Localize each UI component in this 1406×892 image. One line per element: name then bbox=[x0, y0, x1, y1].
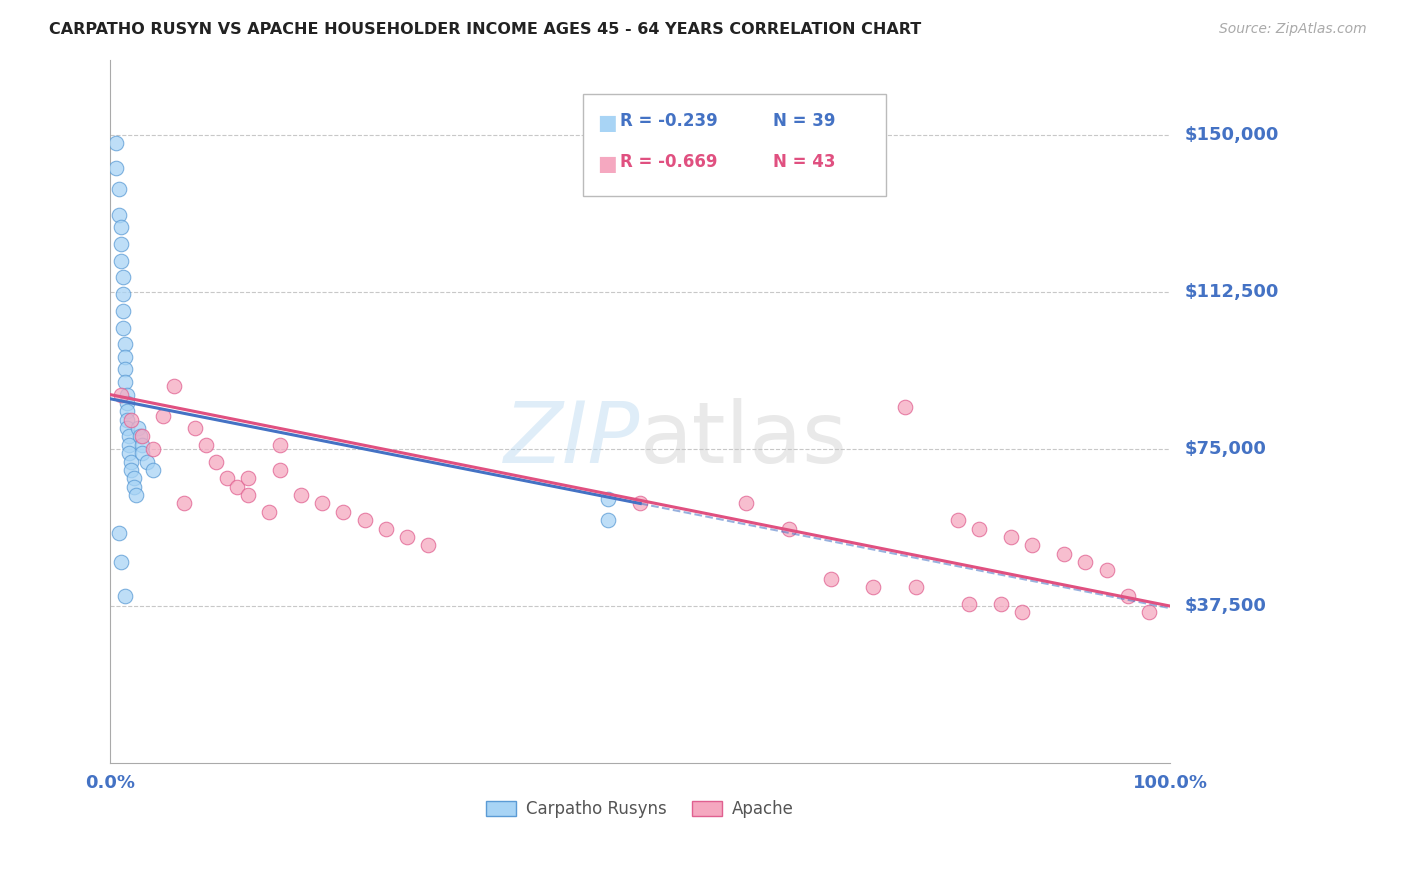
Point bbox=[1053, 547, 1076, 561]
Point bbox=[114, 362, 136, 376]
Text: ■: ■ bbox=[598, 154, 617, 174]
Point bbox=[107, 208, 129, 222]
Text: $75,000: $75,000 bbox=[1184, 440, 1265, 458]
Point bbox=[142, 463, 165, 477]
Point bbox=[110, 236, 132, 251]
Point bbox=[194, 438, 217, 452]
Point bbox=[117, 396, 139, 410]
Point bbox=[122, 471, 145, 485]
Point bbox=[1137, 606, 1160, 620]
Point bbox=[117, 421, 139, 435]
Point bbox=[1011, 606, 1033, 620]
Point bbox=[118, 446, 141, 460]
Point bbox=[418, 538, 440, 552]
Point bbox=[173, 496, 195, 510]
Point bbox=[290, 488, 312, 502]
Point bbox=[236, 471, 259, 485]
Point bbox=[163, 379, 186, 393]
Point bbox=[118, 438, 141, 452]
Text: atlas: atlas bbox=[640, 398, 848, 481]
Point bbox=[374, 522, 396, 536]
Point bbox=[598, 492, 620, 507]
Point bbox=[111, 270, 134, 285]
Point bbox=[110, 387, 132, 401]
Point bbox=[152, 409, 174, 423]
Text: $112,500: $112,500 bbox=[1184, 283, 1278, 301]
Point bbox=[114, 589, 136, 603]
Point bbox=[269, 438, 291, 452]
Text: ZIP: ZIP bbox=[503, 398, 640, 481]
Text: Source: ZipAtlas.com: Source: ZipAtlas.com bbox=[1219, 22, 1367, 37]
Point bbox=[396, 530, 419, 544]
Point bbox=[904, 580, 927, 594]
Point bbox=[862, 580, 884, 594]
Point bbox=[104, 136, 127, 151]
Point bbox=[894, 400, 917, 414]
Point bbox=[628, 496, 651, 510]
Point bbox=[332, 505, 354, 519]
Point bbox=[117, 413, 139, 427]
Point bbox=[104, 161, 127, 176]
Point bbox=[598, 513, 620, 527]
Point bbox=[1021, 538, 1043, 552]
Point bbox=[215, 471, 238, 485]
Point bbox=[184, 421, 207, 435]
Point bbox=[110, 253, 132, 268]
Point bbox=[107, 182, 129, 196]
Point bbox=[236, 488, 259, 502]
Point bbox=[948, 513, 970, 527]
Legend: Carpatho Rusyns, Apache: Carpatho Rusyns, Apache bbox=[479, 794, 801, 825]
Point bbox=[131, 438, 153, 452]
Point bbox=[110, 220, 132, 235]
Point bbox=[226, 480, 249, 494]
Point bbox=[121, 463, 143, 477]
Point bbox=[142, 442, 165, 456]
Point bbox=[1074, 555, 1097, 569]
Point bbox=[969, 522, 991, 536]
Point bbox=[111, 320, 134, 334]
Point bbox=[136, 455, 159, 469]
Point bbox=[117, 404, 139, 418]
Point bbox=[990, 597, 1012, 611]
Point bbox=[131, 429, 153, 443]
Point bbox=[311, 496, 333, 510]
Point bbox=[735, 496, 758, 510]
Point bbox=[259, 505, 281, 519]
Point bbox=[110, 555, 132, 569]
Point bbox=[1095, 564, 1118, 578]
Text: R = -0.669: R = -0.669 bbox=[620, 153, 717, 170]
Point bbox=[114, 375, 136, 389]
Text: N = 39: N = 39 bbox=[773, 112, 835, 129]
Text: $37,500: $37,500 bbox=[1184, 597, 1265, 615]
Point bbox=[107, 525, 129, 540]
Point bbox=[131, 446, 153, 460]
Point bbox=[122, 480, 145, 494]
Point bbox=[118, 429, 141, 443]
Point bbox=[111, 303, 134, 318]
Point bbox=[129, 429, 152, 443]
Point bbox=[1000, 530, 1022, 544]
Point bbox=[127, 421, 149, 435]
Point bbox=[778, 522, 800, 536]
Point bbox=[820, 572, 842, 586]
Point bbox=[205, 455, 228, 469]
Point bbox=[957, 597, 980, 611]
Point bbox=[353, 513, 375, 527]
Point bbox=[125, 488, 148, 502]
Text: CARPATHO RUSYN VS APACHE HOUSEHOLDER INCOME AGES 45 - 64 YEARS CORRELATION CHART: CARPATHO RUSYN VS APACHE HOUSEHOLDER INC… bbox=[49, 22, 921, 37]
Text: $150,000: $150,000 bbox=[1184, 126, 1278, 144]
Point bbox=[114, 337, 136, 351]
Text: N = 43: N = 43 bbox=[773, 153, 835, 170]
Point bbox=[111, 287, 134, 301]
Point bbox=[117, 387, 139, 401]
Point bbox=[269, 463, 291, 477]
Point bbox=[1116, 589, 1139, 603]
Point bbox=[121, 413, 143, 427]
Point bbox=[114, 350, 136, 364]
Text: R = -0.239: R = -0.239 bbox=[620, 112, 718, 129]
Text: ■: ■ bbox=[598, 113, 617, 133]
Point bbox=[121, 455, 143, 469]
